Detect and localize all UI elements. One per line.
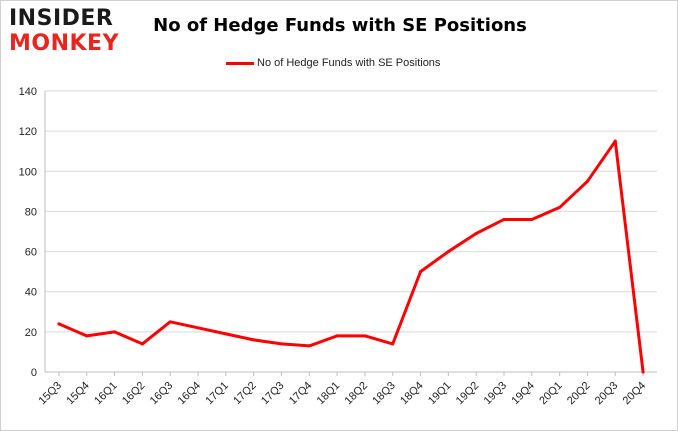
x-tick-label: 16Q3 <box>148 380 176 408</box>
data-point <box>224 332 228 336</box>
x-tick-label: 19Q3 <box>482 380 510 408</box>
x-tick-label: 20Q2 <box>565 380 593 408</box>
data-point <box>530 217 534 221</box>
data-point <box>140 342 144 346</box>
y-tick-label: 0 <box>31 367 37 379</box>
data-point <box>613 139 617 143</box>
axes <box>44 91 657 376</box>
gridlines <box>45 90 657 333</box>
x-tick-labels: 15Q3 15Q4 16Q1 16Q2 16Q3 16Q4 17Q1 17Q2 17Q3 17Q4… <box>37 380 649 408</box>
data-point <box>474 232 478 236</box>
insider-monkey-logo: INSIDER MONKEY <box>9 7 129 59</box>
x-tick-label: 17Q3 <box>259 380 287 408</box>
x-tick-label: 16Q1 <box>92 380 120 408</box>
x-tick-label: 18Q3 <box>370 380 398 408</box>
data-point <box>279 342 283 346</box>
y-tick-label: 120 <box>19 126 37 138</box>
data-point <box>168 320 172 324</box>
data-point <box>252 338 256 342</box>
x-tick-label: 16Q4 <box>176 380 204 408</box>
y-tick-label: 80 <box>25 206 37 218</box>
data-point <box>85 334 89 338</box>
data-point <box>335 334 339 338</box>
data-point <box>558 205 562 209</box>
data-point <box>641 370 645 374</box>
x-tick-label: 18Q4 <box>398 380 426 408</box>
logo-line-2: MONKEY <box>9 31 120 56</box>
x-tick-label: 19Q2 <box>454 380 482 408</box>
data-point <box>391 342 395 346</box>
logo-line-1: INSIDER <box>9 6 114 31</box>
x-tick-label: 20Q4 <box>621 380 649 408</box>
data-point <box>502 217 506 221</box>
y-tick-label: 40 <box>25 287 37 299</box>
data-point <box>585 179 589 183</box>
chart-title: No of Hedge Funds with SE Positions <box>153 15 527 36</box>
y-tick-label: 60 <box>25 247 37 259</box>
y-tick-label: 100 <box>19 166 37 178</box>
data-point <box>113 330 117 334</box>
x-tick-label: 20Q1 <box>537 380 565 408</box>
x-tick-label: 17Q4 <box>287 380 315 408</box>
data-point <box>419 270 423 274</box>
y-tick-labels: 0 20 40 60 80 100 120 140 <box>19 86 37 379</box>
data-point <box>307 344 311 348</box>
x-tick-label: 16Q2 <box>120 380 148 408</box>
y-tick-label: 20 <box>25 327 37 339</box>
data-point <box>446 250 450 254</box>
x-tick-label: 15Q3 <box>37 380 65 408</box>
x-tick-label: 17Q1 <box>203 380 231 408</box>
chart-legend: No of Hedge Funds with SE Positions <box>226 55 440 71</box>
data-point <box>196 326 200 330</box>
data-point <box>363 334 367 338</box>
y-tick-label: 140 <box>19 86 37 98</box>
series-lines <box>57 139 645 374</box>
x-tick-label: 15Q4 <box>64 380 92 408</box>
x-tick-label: 20Q3 <box>593 380 621 408</box>
legend-swatch <box>226 61 254 65</box>
x-tick-label: 19Q1 <box>426 380 454 408</box>
legend-label: No of Hedge Funds with SE Positions <box>257 57 441 69</box>
x-tick-label: 19Q4 <box>509 380 537 408</box>
data-point <box>57 322 61 326</box>
series-line-0 <box>57 139 645 374</box>
x-tick-label: 17Q2 <box>231 380 259 408</box>
x-tick-label: 18Q1 <box>315 380 343 408</box>
x-tick-label: 18Q2 <box>343 380 371 408</box>
